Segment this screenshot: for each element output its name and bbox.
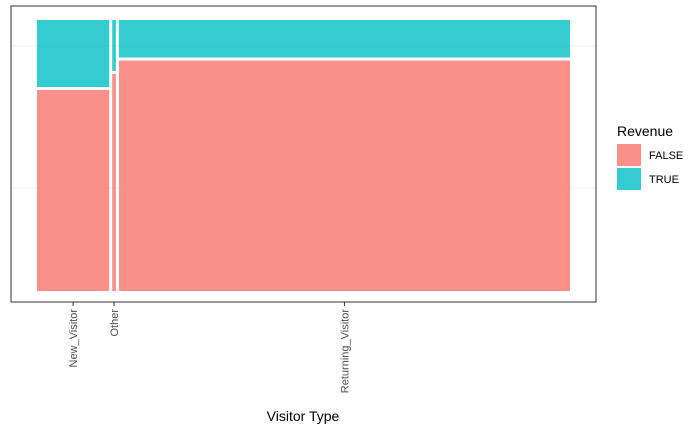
tile-other-false xyxy=(112,73,116,291)
tile-new-visitor-true xyxy=(37,20,110,87)
tile-returning-visitor-true xyxy=(118,20,570,58)
legend-title: Revenue xyxy=(617,123,673,139)
tile-other-true xyxy=(112,20,116,71)
tile-returning-visitor-false xyxy=(118,60,570,291)
legend-swatch-false xyxy=(617,144,641,166)
x-tick-label-other: Other xyxy=(109,309,121,337)
legend-label-false: FALSE xyxy=(649,150,683,162)
tile-new-visitor-false xyxy=(37,90,110,291)
x-axis-ticks: New_Visitor Other Returning_Visitor xyxy=(68,302,351,393)
panel-border xyxy=(10,5,597,303)
legend: Revenue FALSE TRUE xyxy=(617,123,683,190)
x-tick-label-new-visitor: New_Visitor xyxy=(68,309,80,368)
x-tick-label-returning-visitor: Returning_Visitor xyxy=(339,309,351,394)
legend-label-true: TRUE xyxy=(649,174,679,186)
mosaic-tiles xyxy=(37,20,570,291)
x-axis-title: Visitor Type xyxy=(267,408,340,424)
legend-swatch-true xyxy=(617,168,641,190)
